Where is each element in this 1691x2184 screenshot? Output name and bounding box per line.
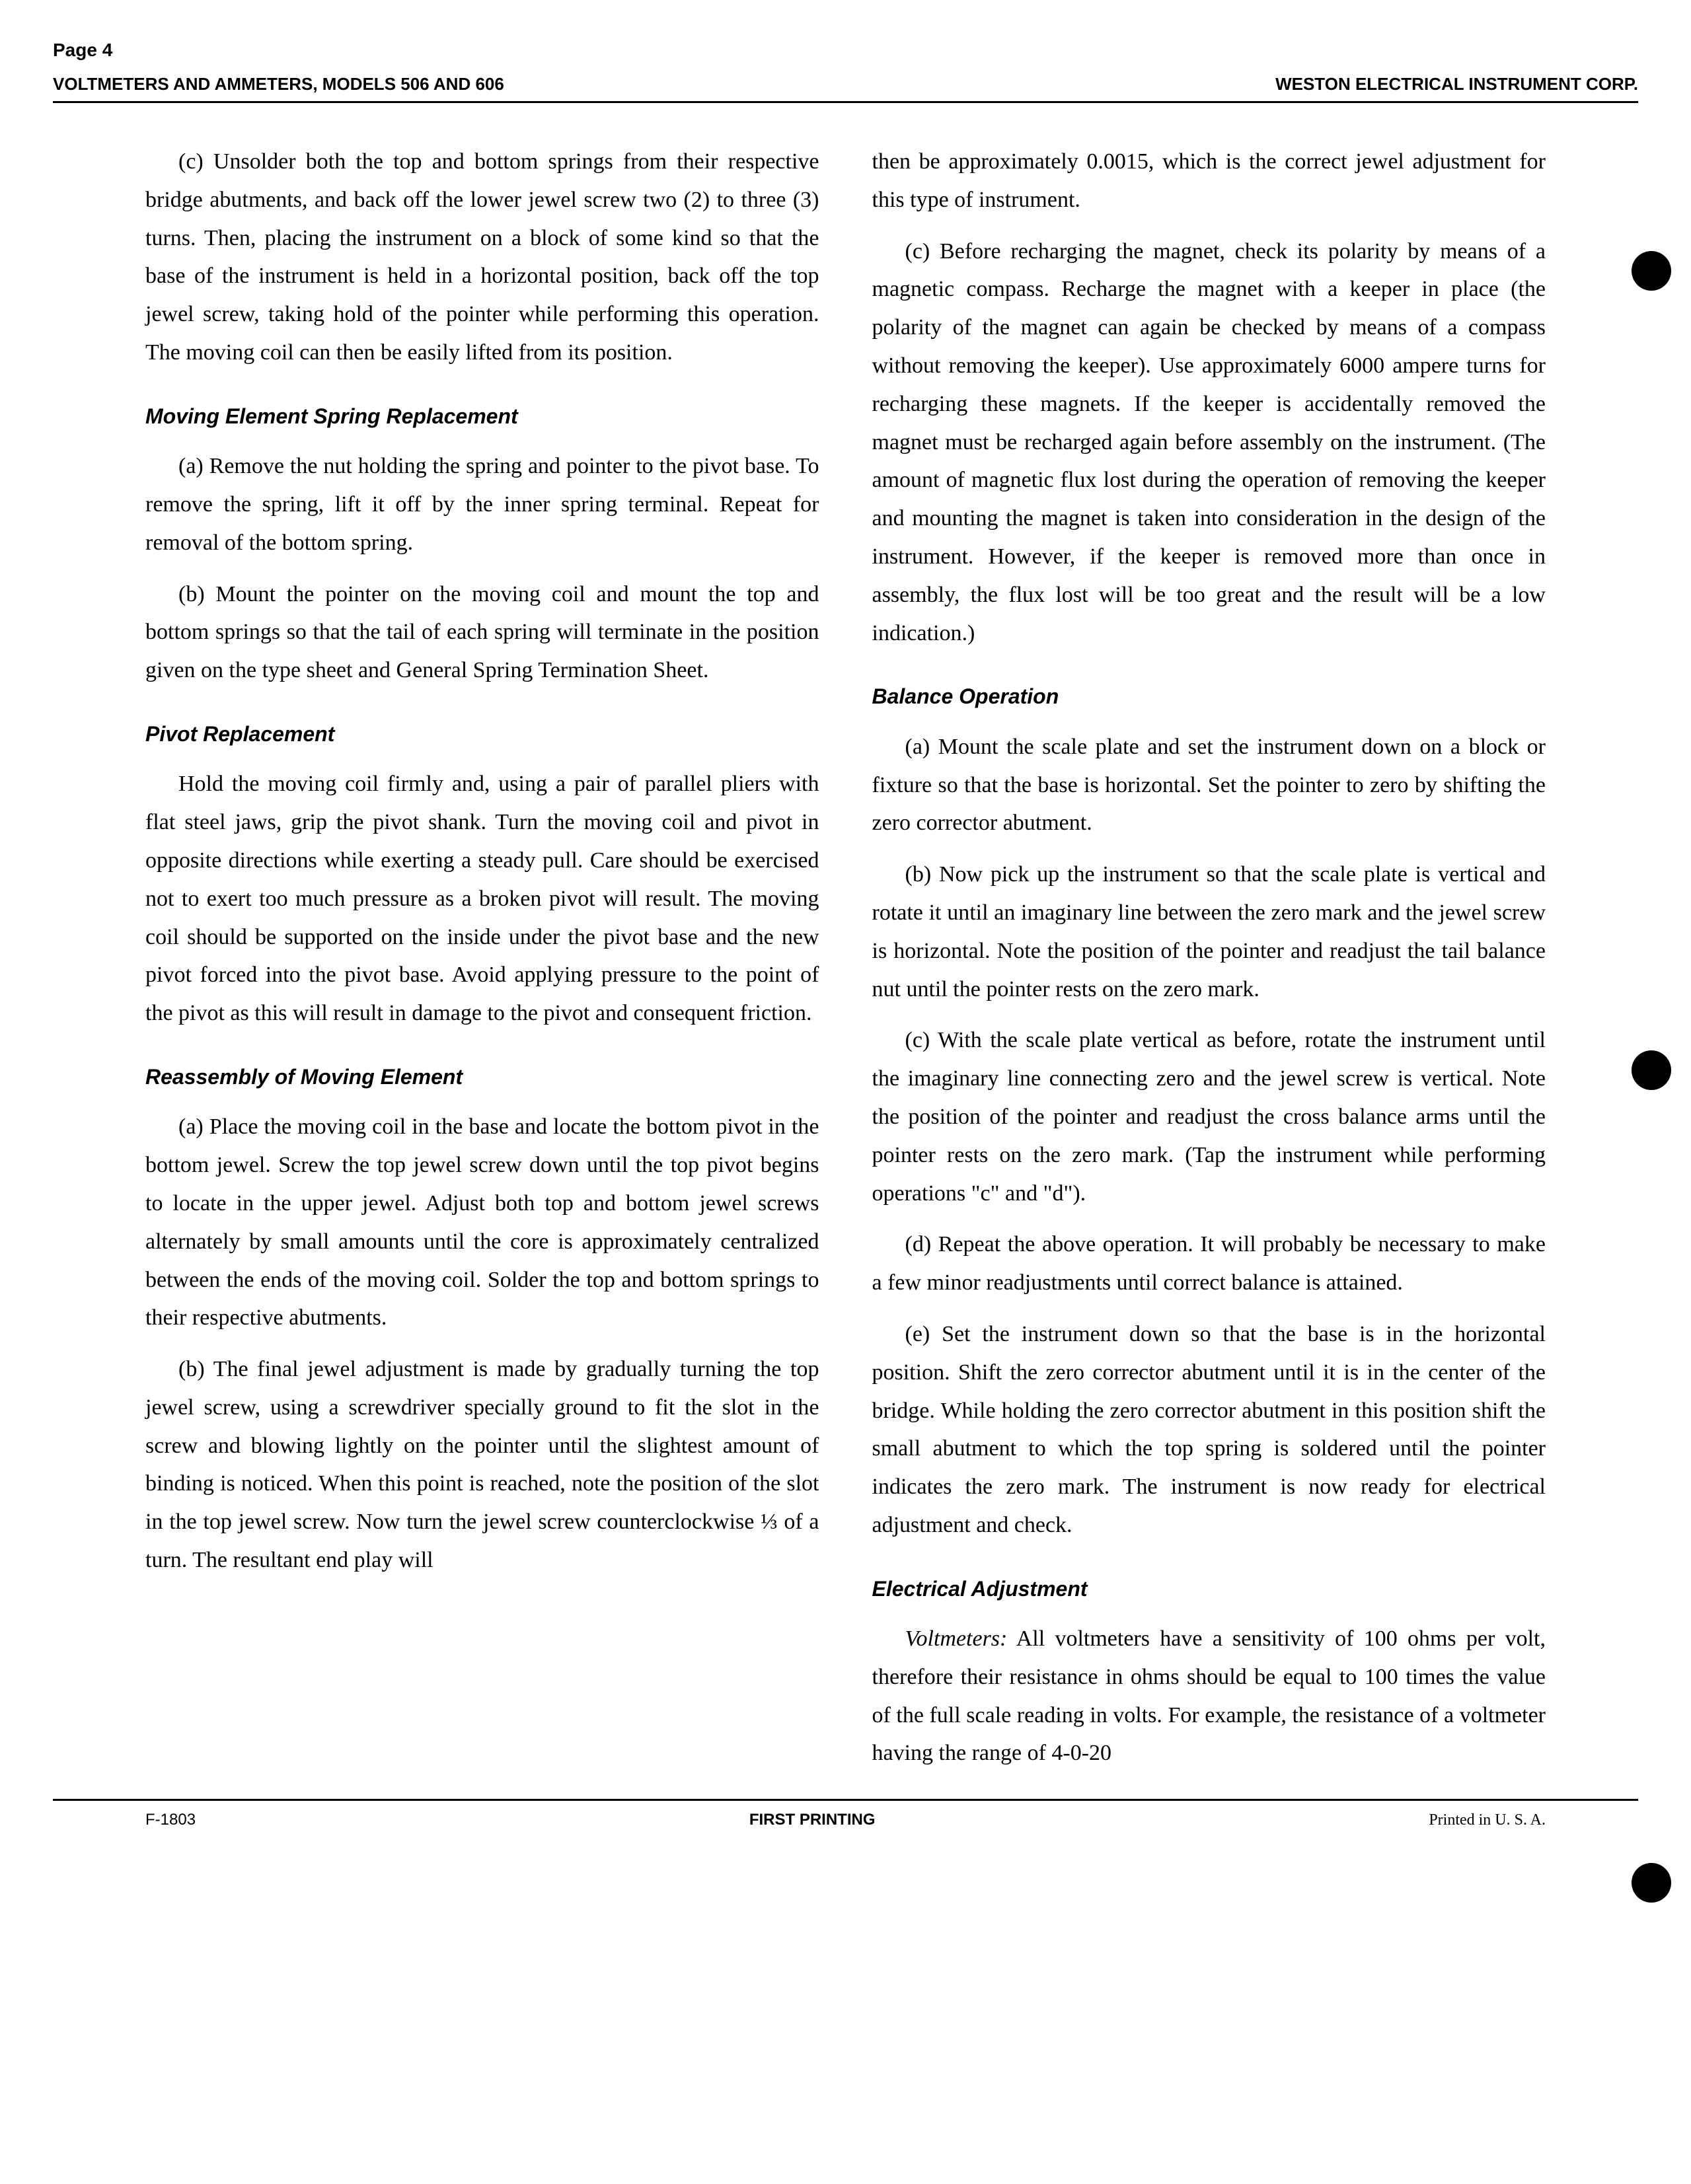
footer-printing-note: FIRST PRINTING: [196, 1811, 1429, 1829]
left-column: (c) Unsolder both the top and bottom spr…: [145, 143, 819, 1786]
body-paragraph: (c) Unsolder both the top and bottom spr…: [145, 143, 819, 372]
body-paragraph: (c) Before recharging the magnet, check …: [872, 233, 1546, 653]
hole-punch-decoration: [1632, 1863, 1671, 1903]
body-paragraph: (b) Mount the pointer on the moving coil…: [145, 575, 819, 690]
header-title-right: WESTON ELECTRICAL INSTRUMENT CORP.: [1275, 74, 1638, 94]
body-paragraph: (e) Set the instrument down so that the …: [872, 1315, 1546, 1545]
page-number: Page 4: [53, 40, 1638, 61]
section-heading: Balance Operation: [872, 678, 1546, 714]
body-paragraph: (d) Repeat the above operation. It will …: [872, 1225, 1546, 1302]
body-paragraph: (b) Now pick up the instrument so that t…: [872, 855, 1546, 1008]
section-heading: Reassembly of Moving Element: [145, 1059, 819, 1095]
page-header: VOLTMETERS AND AMMETERS, MODELS 506 AND …: [53, 74, 1638, 103]
body-paragraph: (a) Place the moving coil in the base an…: [145, 1108, 819, 1337]
body-paragraph: (a) Mount the scale plate and set the in…: [872, 728, 1546, 842]
right-column: then be approximately 0.0015, which is t…: [872, 143, 1546, 1786]
body-paragraph: Hold the moving coil firmly and, using a…: [145, 765, 819, 1033]
body-paragraph: Voltmeters: All voltmeters have a sensit…: [872, 1620, 1546, 1772]
page-footer: F-1803 FIRST PRINTING Printed in U. S. A…: [53, 1799, 1638, 1829]
hole-punch-decoration: [1632, 251, 1671, 291]
main-content: (c) Unsolder both the top and bottom spr…: [53, 143, 1638, 1786]
section-heading: Pivot Replacement: [145, 716, 819, 752]
body-paragraph: (a) Remove the nut holding the spring an…: [145, 447, 819, 562]
footer-doc-id: F-1803: [145, 1811, 196, 1829]
body-paragraph: (c) With the scale plate vertical as bef…: [872, 1021, 1546, 1212]
body-paragraph: (b) The final jewel adjustment is made b…: [145, 1350, 819, 1580]
section-heading: Moving Element Spring Replacement: [145, 398, 819, 434]
hole-punch-decoration: [1632, 1050, 1671, 1090]
body-paragraph: then be approximately 0.0015, which is t…: [872, 143, 1546, 219]
section-heading: Electrical Adjustment: [872, 1571, 1546, 1607]
italic-prefix: Voltmeters:: [905, 1626, 1008, 1651]
footer-location: Printed in U. S. A.: [1429, 1811, 1546, 1829]
header-title-left: VOLTMETERS AND AMMETERS, MODELS 506 AND …: [53, 74, 504, 94]
